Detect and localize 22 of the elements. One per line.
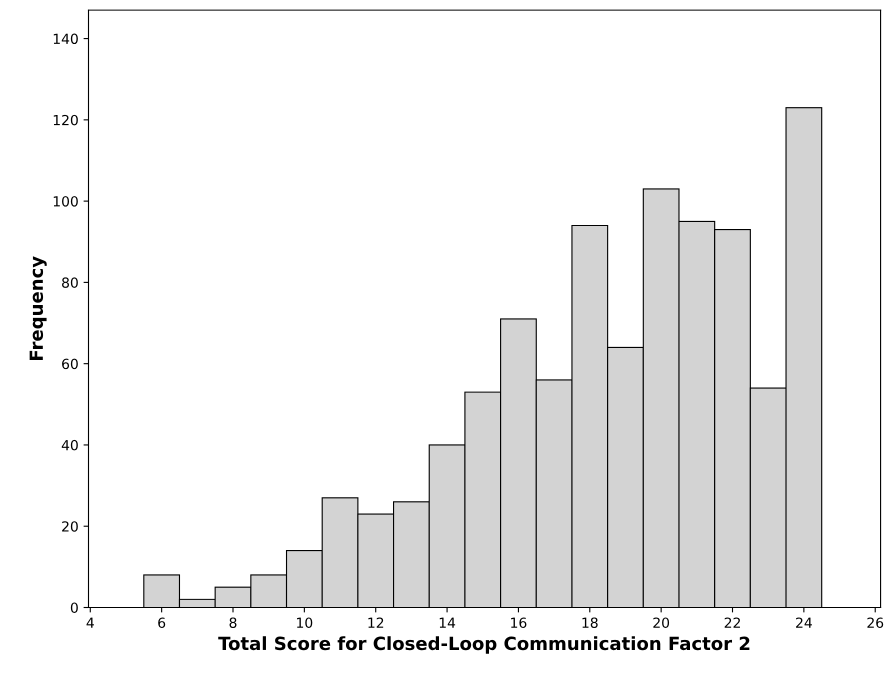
y-tick-label: 0 bbox=[70, 602, 78, 613]
y-tick-label: 40 bbox=[62, 440, 78, 450]
x-tick-label: 6 bbox=[158, 617, 166, 628]
x-tick-label: 8 bbox=[230, 617, 236, 628]
y-tick-label: 140 bbox=[54, 34, 78, 44]
x-tick-label: 26 bbox=[867, 617, 884, 628]
y-tick-label: 80 bbox=[62, 277, 78, 288]
x-tick-label: 18 bbox=[582, 617, 598, 628]
x-tick-label: 24 bbox=[796, 617, 812, 628]
y-tick-label: 60 bbox=[62, 358, 78, 370]
x-tick-label: 12 bbox=[368, 617, 384, 628]
y-tick-label: 120 bbox=[54, 114, 78, 126]
x-tick-label: 16 bbox=[511, 617, 526, 628]
y-axis-title: Frequency bbox=[30, 256, 47, 360]
x-tick-label: 10 bbox=[297, 617, 312, 628]
y-tick-label: 100 bbox=[54, 196, 78, 207]
y-tick-label: 20 bbox=[62, 521, 78, 532]
x-tick-label: 14 bbox=[440, 618, 456, 628]
x-tick-label: 22 bbox=[724, 617, 740, 628]
x-axis-title: Total Score for Closed-Loop Communication Factor 2 bbox=[218, 636, 750, 654]
x-tick-label: 4 bbox=[86, 618, 94, 628]
x-tick-label: 20 bbox=[653, 617, 670, 628]
